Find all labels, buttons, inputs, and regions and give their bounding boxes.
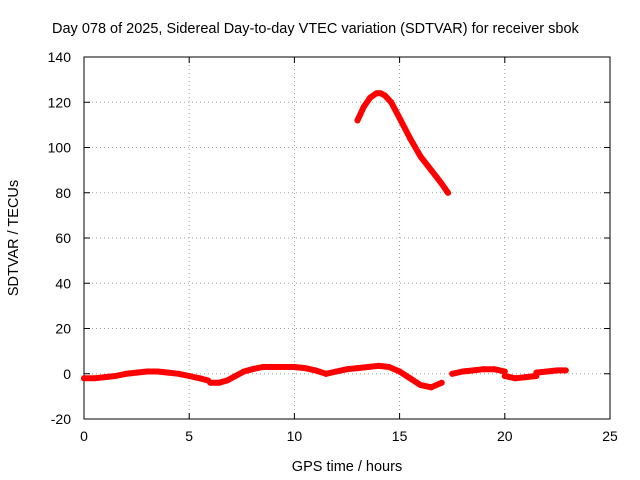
data-point <box>175 370 182 377</box>
data-point <box>333 368 340 375</box>
y-tick-label: 40 <box>55 275 71 291</box>
data-point <box>386 363 393 370</box>
chart-title: Day 078 of 2025, Sidereal Day-to-day VTE… <box>52 21 580 37</box>
data-point <box>543 368 550 375</box>
data-point <box>232 373 239 380</box>
data-point <box>428 167 435 174</box>
data-point <box>562 367 569 374</box>
data-point <box>207 379 214 386</box>
y-tick-label: 60 <box>55 230 71 246</box>
data-point <box>165 369 172 376</box>
series-line-satellite-track-high <box>354 90 451 196</box>
data-point <box>459 368 466 375</box>
x-tick-label: 15 <box>392 428 408 444</box>
y-tick-label: 100 <box>48 140 72 156</box>
data-point <box>438 180 445 187</box>
data-point <box>449 370 456 377</box>
data-point <box>154 368 161 375</box>
y-tick-label: 120 <box>48 94 72 110</box>
data-point <box>533 369 540 376</box>
data-point <box>367 94 374 101</box>
y-tick-label: 80 <box>55 185 71 201</box>
data-point <box>417 382 424 389</box>
data-point <box>512 375 519 382</box>
series-line-segment-5 <box>501 373 540 382</box>
data-point <box>407 375 414 382</box>
data-point <box>259 363 266 370</box>
data-point <box>554 367 561 374</box>
data-point <box>81 375 87 382</box>
y-axis-label: SDTVAR / TECUs <box>6 180 22 296</box>
x-tick-label: 10 <box>287 428 303 444</box>
x-axis-label: GPS time / hours <box>292 459 402 475</box>
y-tick-label: 140 <box>48 49 72 65</box>
data-point <box>112 373 119 380</box>
data-point <box>470 367 477 374</box>
data-point <box>501 368 508 375</box>
data-point <box>144 368 151 375</box>
data-point <box>360 103 367 110</box>
data-point <box>522 374 529 381</box>
data-point <box>388 99 395 106</box>
series-line-segment-3 <box>323 362 445 391</box>
data-point <box>501 373 508 380</box>
data-point <box>91 375 98 382</box>
data-point <box>365 363 372 370</box>
data-point <box>196 375 203 382</box>
data-point <box>224 377 231 384</box>
data-point <box>407 135 414 142</box>
data-point <box>186 373 193 380</box>
series-line-segment-6 <box>533 367 569 376</box>
data-point <box>373 90 380 97</box>
data-point <box>344 366 350 373</box>
x-tick-label: 20 <box>497 428 513 444</box>
data-point <box>396 368 403 375</box>
data-point <box>480 366 487 373</box>
data-point <box>291 363 298 370</box>
x-tick-label: 0 <box>80 428 88 444</box>
data-point <box>354 365 361 372</box>
data-point <box>249 366 256 373</box>
data-point <box>123 370 130 377</box>
series-group <box>81 90 569 391</box>
data-point <box>444 189 451 196</box>
data-point <box>270 363 277 370</box>
x-tick-label: 5 <box>185 428 193 444</box>
data-point <box>438 379 445 386</box>
y-tick-label: -20 <box>51 411 71 427</box>
data-point <box>301 365 308 372</box>
y-tick-label: 0 <box>63 366 71 382</box>
data-point <box>240 368 247 375</box>
data-point <box>417 153 424 160</box>
data-point <box>322 370 329 377</box>
grid <box>84 57 610 419</box>
axis-ticks: 0 5 10 15 20 25 -20 0 20 40 60 80 100 120 140 <box>48 49 618 444</box>
x-tick-label: 25 <box>602 428 618 444</box>
data-point <box>375 362 382 369</box>
data-point <box>491 366 498 373</box>
data-point <box>381 92 388 99</box>
data-point <box>215 379 222 386</box>
data-point <box>396 115 403 122</box>
data-point <box>428 384 435 391</box>
plot-frame <box>83 56 611 420</box>
data-point <box>102 374 109 381</box>
data-point <box>133 369 140 376</box>
y-tick-label: 20 <box>55 321 71 337</box>
data-point <box>312 367 319 374</box>
data-point <box>280 363 287 370</box>
data-point <box>354 117 361 124</box>
